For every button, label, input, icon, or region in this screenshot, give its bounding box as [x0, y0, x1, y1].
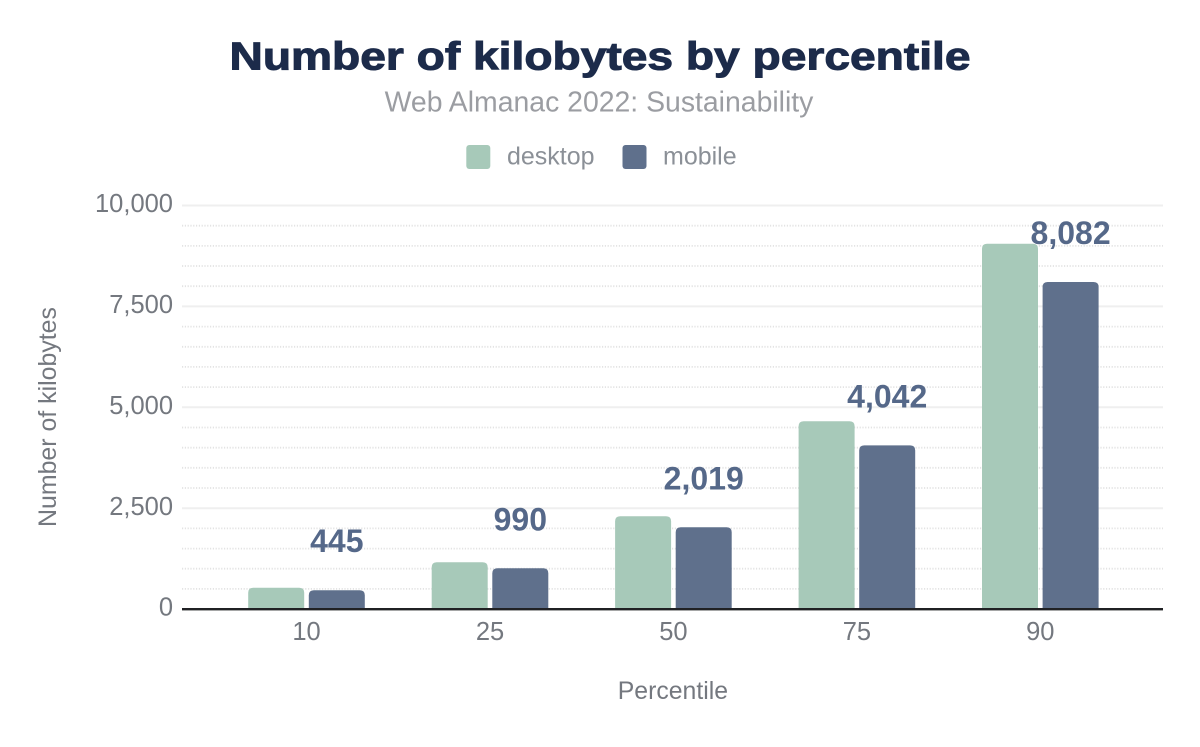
svg-text:2,500: 2,500 — [109, 493, 173, 521]
svg-text:10: 10 — [292, 618, 320, 646]
svg-text:mobile: mobile — [663, 143, 737, 171]
svg-text:5,000: 5,000 — [109, 392, 173, 420]
svg-text:Number of kilobytes: Number of kilobytes — [34, 307, 62, 527]
svg-text:Percentile: Percentile — [618, 678, 728, 705]
svg-text:7,500: 7,500 — [109, 291, 173, 319]
svg-text:desktop: desktop — [507, 143, 595, 171]
svg-text:Web Almanac 2022: Sustainabili: Web Almanac 2022: Sustainability — [385, 86, 815, 118]
svg-text:2,019: 2,019 — [664, 460, 744, 496]
svg-text:25: 25 — [476, 618, 504, 646]
svg-text:445: 445 — [310, 523, 363, 559]
svg-text:75: 75 — [843, 618, 871, 646]
svg-text:50: 50 — [659, 618, 687, 646]
svg-text:990: 990 — [494, 501, 547, 537]
svg-text:0: 0 — [159, 594, 173, 622]
svg-text:Number of kilobytes by percent: Number of kilobytes by percentile — [230, 35, 971, 78]
svg-text:90: 90 — [1026, 618, 1054, 646]
svg-text:8,082: 8,082 — [1031, 215, 1111, 251]
svg-text:10,000: 10,000 — [95, 190, 173, 218]
svg-text:4,042: 4,042 — [847, 378, 927, 414]
